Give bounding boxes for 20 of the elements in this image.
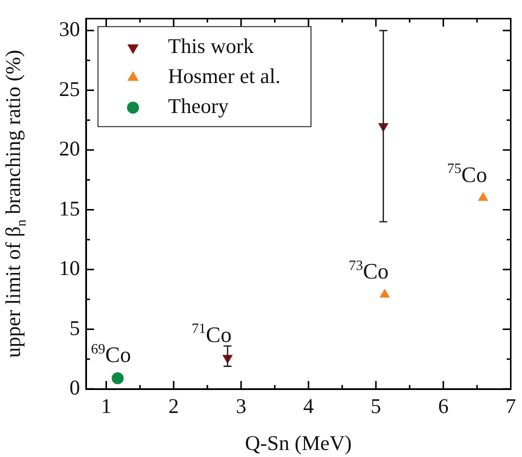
y-axis-title: upper limit of βn branching ratio (%) — [1, 50, 28, 358]
legend-label: This work — [168, 34, 254, 58]
y-tick-label: 25 — [59, 76, 80, 101]
x-axis-title: Q-Sn (MeV) — [245, 430, 352, 455]
y-tick-label: 15 — [59, 196, 80, 220]
legend-label: Theory — [168, 94, 230, 118]
x-tick-label: 7 — [506, 394, 516, 418]
x-tick-label: 1 — [100, 394, 112, 418]
x-tick-label: 5 — [370, 394, 382, 418]
x-tick-label: 3 — [236, 394, 246, 418]
point — [112, 372, 124, 384]
x-tick-label: 6 — [438, 394, 449, 418]
legend-label: Hosmer et al. — [168, 64, 281, 88]
y-tick-label: 0 — [70, 376, 80, 400]
y-tick-label: 10 — [59, 256, 80, 280]
x-tick-label: 2 — [168, 394, 179, 418]
y-tick-label: 20 — [59, 136, 80, 161]
y-tick-label: 30 — [59, 17, 80, 42]
y-tick-label: 5 — [70, 316, 80, 340]
x-tick-label: 4 — [303, 394, 314, 418]
